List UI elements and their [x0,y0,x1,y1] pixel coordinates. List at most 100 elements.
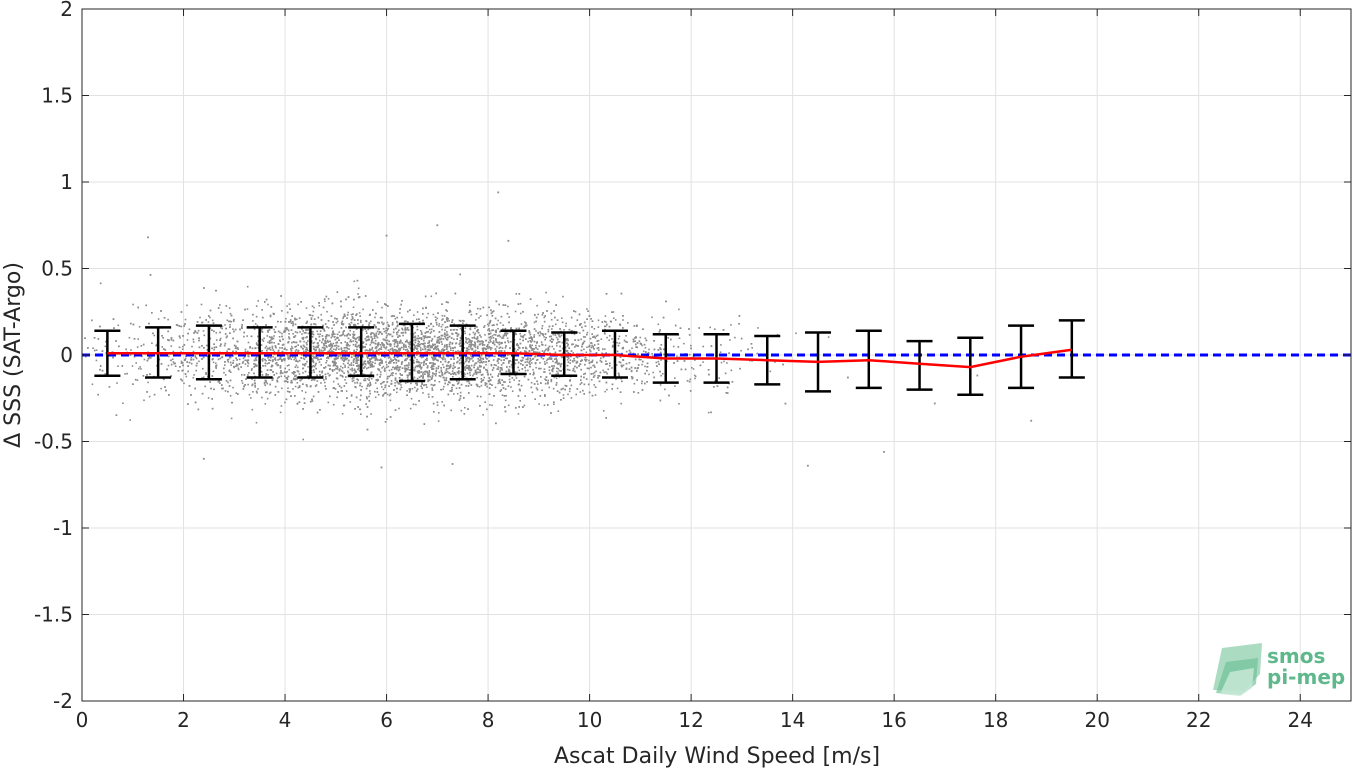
scatter-point [452,329,455,331]
scatter-point [355,346,358,348]
scatter-point [499,346,502,348]
scatter-point [683,342,685,345]
scatter-point [265,373,268,375]
scatter-point [470,369,472,372]
scatter-point [349,368,352,371]
scatter-point [354,382,356,384]
scatter-point [357,364,360,366]
scatter-point [321,346,324,349]
scatter-point [301,333,303,335]
scatter-point [434,346,436,349]
scatter-point [551,325,554,327]
scatter-point [353,334,355,336]
scatter-point [566,356,568,358]
scatter-point [606,323,608,326]
scatter-point [450,358,452,360]
scatter-point [551,369,554,372]
scatter-point [291,356,294,358]
scatter-point [367,366,370,369]
scatter-point [501,342,503,344]
scatter-point [567,351,570,354]
scatter-point [530,381,533,384]
scatter-point [378,349,380,351]
scatter-point [473,341,476,343]
scatter-point [344,356,346,358]
scatter-point [447,361,449,364]
scatter-point [320,364,322,366]
scatter-point [157,318,160,320]
scatter-point [416,325,419,328]
scatter-point [597,319,600,322]
scatter-point [586,367,589,370]
scatter-point [124,373,126,375]
scatter-point [130,349,132,351]
scatter-point [374,396,377,399]
scatter-point [247,374,249,376]
scatter-point [346,314,349,316]
scatter-point [205,373,207,375]
scatter-point [582,336,585,338]
scatter-point [406,328,408,331]
scatter-point [588,345,590,348]
scatter-point [482,306,485,309]
scatter-point [583,340,586,343]
scatter-point [582,342,584,345]
scatter-point [355,351,357,353]
scatter-point [351,377,354,380]
scatter-point [348,364,351,366]
scatter-point [576,319,579,321]
scatter-point [435,355,437,358]
scatter-point [178,325,181,327]
scatter-point [622,315,624,317]
scatter-point [623,339,626,342]
scatter-point [372,332,375,335]
scatter-point [287,387,289,389]
scatter-point [286,378,289,381]
scatter-point [636,370,638,372]
scatter-point [271,338,273,340]
scatter-point [421,382,423,384]
scatter-point [688,334,691,336]
scatter-point [395,367,398,370]
scatter-point [475,373,478,375]
scatter-point [531,339,534,342]
scatter-point [286,354,289,357]
scatter-point [480,354,483,357]
scatter-point [342,333,344,335]
scatter-point [401,328,404,331]
scatter-point [537,331,539,334]
scatter-point [739,367,741,370]
scatter-point [589,337,592,340]
scatter-point [316,357,319,359]
scatter-point [147,381,149,384]
scatter-point [166,368,168,371]
scatter-point [482,341,484,343]
scatter-point [638,358,641,361]
scatter-point [297,351,299,353]
scatter-point [404,330,407,332]
scatter-point [634,340,636,342]
scatter-point [403,346,405,348]
scatter-point [384,421,387,423]
scatter-point [363,362,365,364]
scatter-point [117,324,120,327]
scatter-point [369,349,372,351]
scatter-point [488,341,490,344]
scatter-point [315,338,317,341]
scatter-point [381,333,383,335]
scatter-point [251,367,253,370]
scatter-point [269,315,272,318]
scatter-point [550,318,553,321]
scatter-point [594,386,597,388]
scatter-point [247,341,250,344]
scatter-point [550,378,553,381]
scatter-point [468,380,470,383]
scatter-point [489,373,492,376]
scatter-point [409,388,411,390]
scatter-point [576,361,579,363]
scatter-point [530,362,533,364]
scatter-point [561,347,564,350]
scatter-point [518,380,521,382]
scatter-point [427,325,430,327]
scatter-point [151,312,153,314]
